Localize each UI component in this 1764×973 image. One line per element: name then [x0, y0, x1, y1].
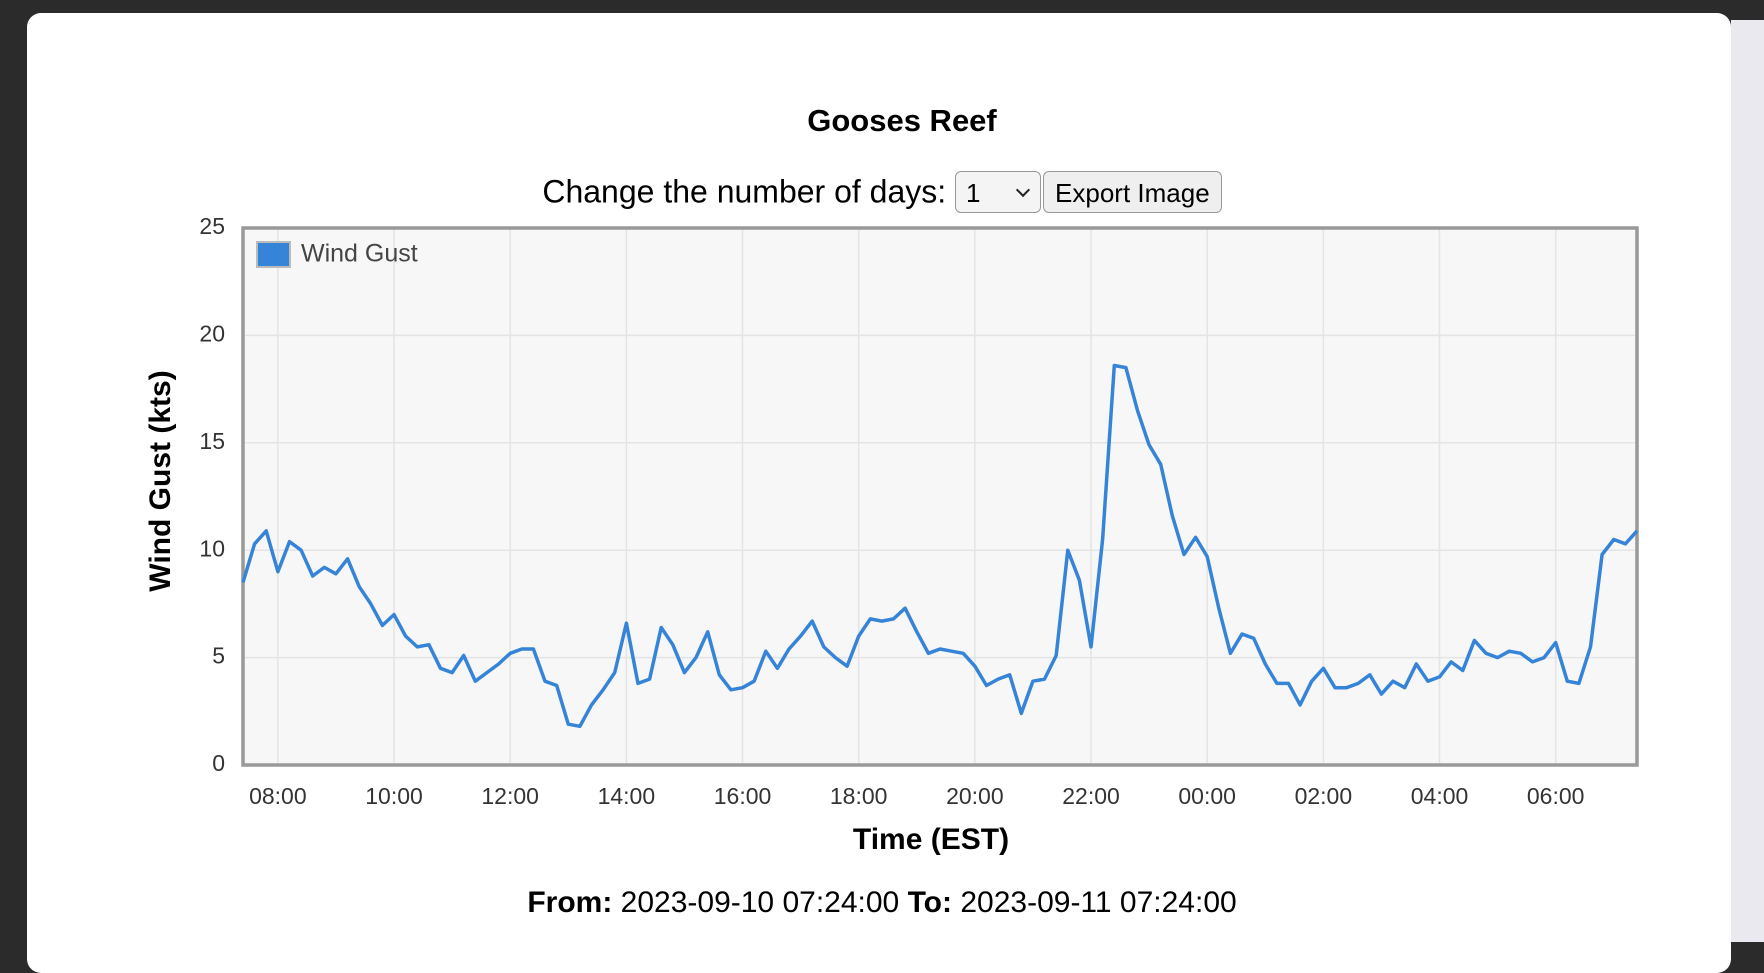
days-select[interactable]: 1	[955, 171, 1042, 213]
legend-swatch	[256, 241, 291, 268]
y-axis-label: Wind Gust (kts)	[144, 370, 177, 591]
x-tick-label: 12:00	[481, 783, 539, 809]
y-tick-label: 25	[199, 213, 225, 239]
page: Gooses Reef Time (EST) Wind Gust (kts) 0…	[0, 0, 1764, 942]
x-tick-label: 04:00	[1411, 783, 1469, 809]
x-tick-label: 18:00	[830, 783, 888, 809]
x-tick-label: 10:00	[365, 783, 423, 809]
x-tick-label: 06:00	[1527, 783, 1585, 809]
y-tick-label: 10	[199, 535, 225, 561]
to-label: To:	[907, 886, 952, 919]
x-tick-label: 14:00	[598, 783, 656, 809]
y-tick-label: 5	[212, 643, 225, 669]
plot-border	[241, 226, 1639, 767]
chart: Gooses Reef Time (EST) Wind Gust (kts) 0…	[144, 103, 1639, 856]
x-tick-label: 20:00	[946, 783, 1004, 809]
controls: Change the number of days: 1 Export Image	[0, 171, 1764, 213]
x-tick-label: 22:00	[1062, 783, 1120, 809]
y-tick-label: 0	[212, 750, 225, 776]
x-tick-label: 00:00	[1178, 783, 1236, 809]
y-tick-label: 20	[199, 320, 225, 346]
export-button[interactable]: Export Image	[1043, 171, 1222, 213]
background-panel	[1731, 20, 1764, 942]
x-axis-label: Time (EST)	[853, 823, 1009, 856]
from-date: 2023-09-10 07:24:00	[620, 886, 900, 919]
chart-title: Gooses Reef	[807, 103, 997, 138]
from-label: From:	[527, 886, 613, 919]
days-label: Change the number of days:	[542, 173, 947, 210]
x-tick-label: 02:00	[1295, 783, 1353, 809]
legend-label: Wind Gust	[301, 240, 418, 268]
data-line	[241, 363, 1639, 729]
to-date: 2023-09-11 07:24:00	[960, 886, 1237, 919]
date-range: From: 2023-09-10 07:24:00 To: 2023-09-11…	[0, 886, 1764, 920]
plot-area	[243, 228, 1637, 765]
x-tick-label: 08:00	[249, 783, 307, 809]
y-tick-label: 15	[199, 428, 225, 454]
x-tick-label: 16:00	[714, 783, 772, 809]
